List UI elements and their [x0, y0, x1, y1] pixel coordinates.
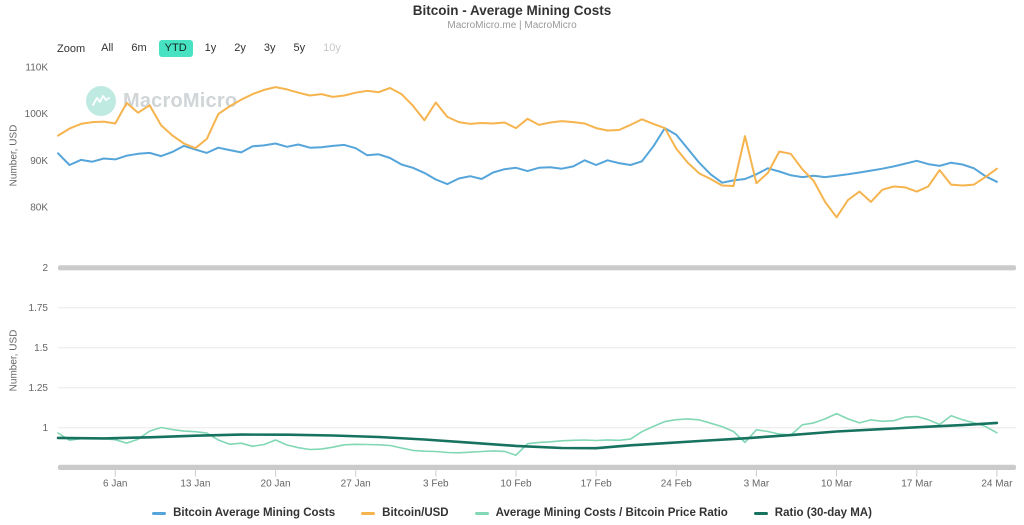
legend-item-bitcoin-usd[interactable]: Bitcoin/USD	[361, 507, 449, 519]
x-axis-tick-label: 10 Feb	[500, 479, 532, 490]
y-axis-tick-label: 100K	[25, 109, 49, 120]
zoom-range-1y-button[interactable]: 1y	[199, 40, 223, 57]
zoom-range-6m-button[interactable]: 6m	[125, 40, 152, 57]
y-axis-tick-label: 110K	[25, 63, 48, 74]
x-axis-tick-label: 24 Mar	[981, 479, 1013, 490]
y-axis-tick-label: 90K	[30, 156, 48, 167]
y-axis-tick-label: 2	[42, 263, 48, 274]
y-axis-tick-label: 1.5	[34, 343, 48, 354]
zoom-range-3y-button[interactable]: 3y	[258, 40, 282, 57]
y-axis-tick-label: 1	[42, 423, 48, 434]
legend-item-ratio-ma[interactable]: Ratio (30-day MA)	[753, 507, 872, 519]
zoom-range-5y-button[interactable]: 5y	[288, 40, 312, 57]
zoom-range-all-button[interactable]: All	[95, 40, 119, 57]
series-line-average-mining-costs-bitcoin-price-ratio[interactable]	[57, 412, 998, 456]
y-axis-tick-label: 1.75	[29, 303, 49, 314]
navigator-scrollbar[interactable]	[58, 464, 1016, 470]
panel-divider-handle[interactable]	[58, 265, 1016, 271]
zoom-range-2y-button[interactable]: 2y	[228, 40, 252, 57]
legend-item-ratio[interactable]: Average Mining Costs / Bitcoin Price Rat…	[474, 507, 728, 519]
chart-title: Bitcoin - Average Mining Costs	[412, 3, 612, 18]
x-axis-tick-label: 20 Jan	[261, 479, 291, 490]
legend-swatch-bitcoin-usd	[361, 511, 376, 515]
zoom-toolbar: Zoom All 6m YTD 1y 2y 3y 5y 10y	[57, 40, 347, 57]
x-axis-tick-label: 10 Mar	[821, 479, 853, 490]
x-axis-tick-label: 3 Feb	[423, 479, 449, 490]
zoom-range-ytd-button[interactable]: YTD	[158, 40, 193, 57]
series-line-ratio-30-day-ma[interactable]	[56, 421, 999, 450]
legend: Bitcoin Average Mining Costs Bitcoin/USD…	[0, 507, 1024, 519]
x-axis-tick-label: 6 Jan	[103, 479, 127, 490]
zoom-toolbar-label: Zoom	[57, 42, 86, 55]
y-axis-tick-label: 80K	[30, 203, 48, 214]
x-axis-tick-label: 17 Feb	[581, 479, 613, 490]
zoom-range-10y-button[interactable]: 10y	[317, 40, 347, 57]
legend-swatch-ratio	[474, 511, 489, 515]
legend-label: Bitcoin/USD	[382, 507, 449, 519]
x-axis-tick-label: 17 Mar	[901, 479, 933, 490]
legend-label: Ratio (30-day MA)	[774, 507, 872, 519]
x-axis-tick-label: 13 Jan	[180, 479, 210, 490]
legend-label: Average Mining Costs / Bitcoin Price Rat…	[495, 507, 728, 519]
legend-label: Bitcoin Average Mining Costs	[173, 507, 336, 519]
legend-swatch-mining-costs	[152, 511, 167, 515]
legend-swatch-ratio-ma	[753, 511, 768, 515]
legend-item-mining-costs[interactable]: Bitcoin Average Mining Costs	[152, 507, 335, 519]
y-axis-tick-label: 1.25	[29, 383, 49, 394]
x-axis-tick-label: 3 Mar	[744, 479, 770, 490]
x-axis-tick-label: 24 Feb	[661, 479, 693, 490]
series-line-bitcoin-usd[interactable]	[57, 86, 998, 219]
chart-subtitle: MacroMicro.me | MacroMicro	[447, 20, 577, 31]
series-line-bitcoin-average-mining-costs[interactable]	[57, 127, 998, 186]
x-axis-tick-label: 27 Jan	[341, 479, 371, 490]
